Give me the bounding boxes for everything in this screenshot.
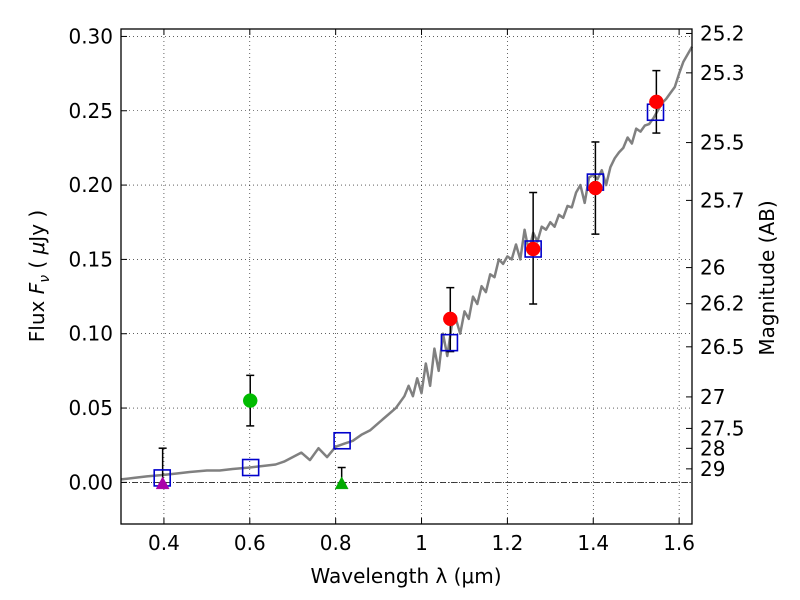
y-label-flux: Flux bbox=[25, 294, 49, 342]
model-square-marker bbox=[241, 458, 260, 477]
spectrum-line bbox=[120, 46, 694, 481]
y-label-f: F bbox=[25, 282, 49, 294]
data-point-marker bbox=[588, 180, 603, 196]
x-tick-label: 0.6 bbox=[234, 531, 266, 555]
model-square-marker bbox=[524, 240, 542, 258]
upper-limit-marker bbox=[155, 476, 170, 490]
y-label-unit: Jy ) bbox=[25, 210, 49, 244]
data-point-marker bbox=[242, 393, 258, 408]
x-axis-label: Wavelength λ (μm) bbox=[310, 564, 501, 588]
y-label-nu: ν bbox=[37, 275, 53, 283]
y-tick-label: 0.00 bbox=[68, 470, 113, 494]
y-tick-label: 0.15 bbox=[68, 247, 113, 271]
markers bbox=[153, 94, 665, 490]
right-tick-label: 29 bbox=[700, 457, 725, 481]
right-tick-label: 28 bbox=[700, 436, 725, 460]
y-label-mu: μ bbox=[25, 242, 49, 256]
right-tick-label: 25.2 bbox=[700, 21, 745, 45]
y-tick-label: 0.30 bbox=[68, 24, 113, 48]
right-axis-label: Magnitude (AB) bbox=[755, 200, 779, 355]
right-tick-label: 27 bbox=[700, 385, 725, 409]
x-ticks: 0.4 0.6 0.8 1 1.2 1.4 1.6 bbox=[148, 29, 695, 555]
x-tick-label: 0.8 bbox=[320, 531, 352, 555]
right-tick-label: 25.7 bbox=[700, 188, 745, 212]
x-tick-label: 1.2 bbox=[491, 531, 523, 555]
y-ticks: 0.00 0.05 0.10 0.15 0.20 0.25 0.30 bbox=[68, 24, 127, 494]
right-tick-label: 25.5 bbox=[700, 131, 745, 155]
spectrum-group bbox=[120, 46, 694, 481]
right-tick-label: 27.5 bbox=[700, 416, 745, 440]
x-tick-label: 0.4 bbox=[148, 531, 180, 555]
y-tick-label: 0.10 bbox=[68, 322, 113, 346]
data-point-marker bbox=[525, 241, 541, 257]
right-tick-label: 26 bbox=[700, 256, 725, 280]
y-tick-label: 0.20 bbox=[68, 173, 113, 197]
y-tick-label: 0.05 bbox=[68, 396, 113, 420]
y-axis-label: Flux Fν ( μJy ) bbox=[25, 210, 53, 342]
data-point-marker bbox=[443, 311, 458, 327]
data-point-marker bbox=[649, 94, 664, 110]
right-tick-label: 26.2 bbox=[700, 292, 745, 316]
y-tick-label: 0.25 bbox=[68, 99, 113, 123]
model-square-marker bbox=[333, 431, 351, 450]
right-tick-label: 26.5 bbox=[700, 335, 745, 359]
x-tick-label: 1.6 bbox=[663, 531, 695, 555]
y-label-open: ( bbox=[25, 254, 49, 275]
grid-lines bbox=[121, 29, 692, 524]
upper-limit-marker bbox=[334, 476, 349, 490]
x-tick-label: 1.4 bbox=[577, 531, 609, 555]
x-tick-label: 1 bbox=[415, 531, 428, 555]
right-tick-label: 25.3 bbox=[700, 61, 745, 85]
plot-frame bbox=[120, 28, 693, 525]
model-square-marker bbox=[440, 333, 459, 352]
